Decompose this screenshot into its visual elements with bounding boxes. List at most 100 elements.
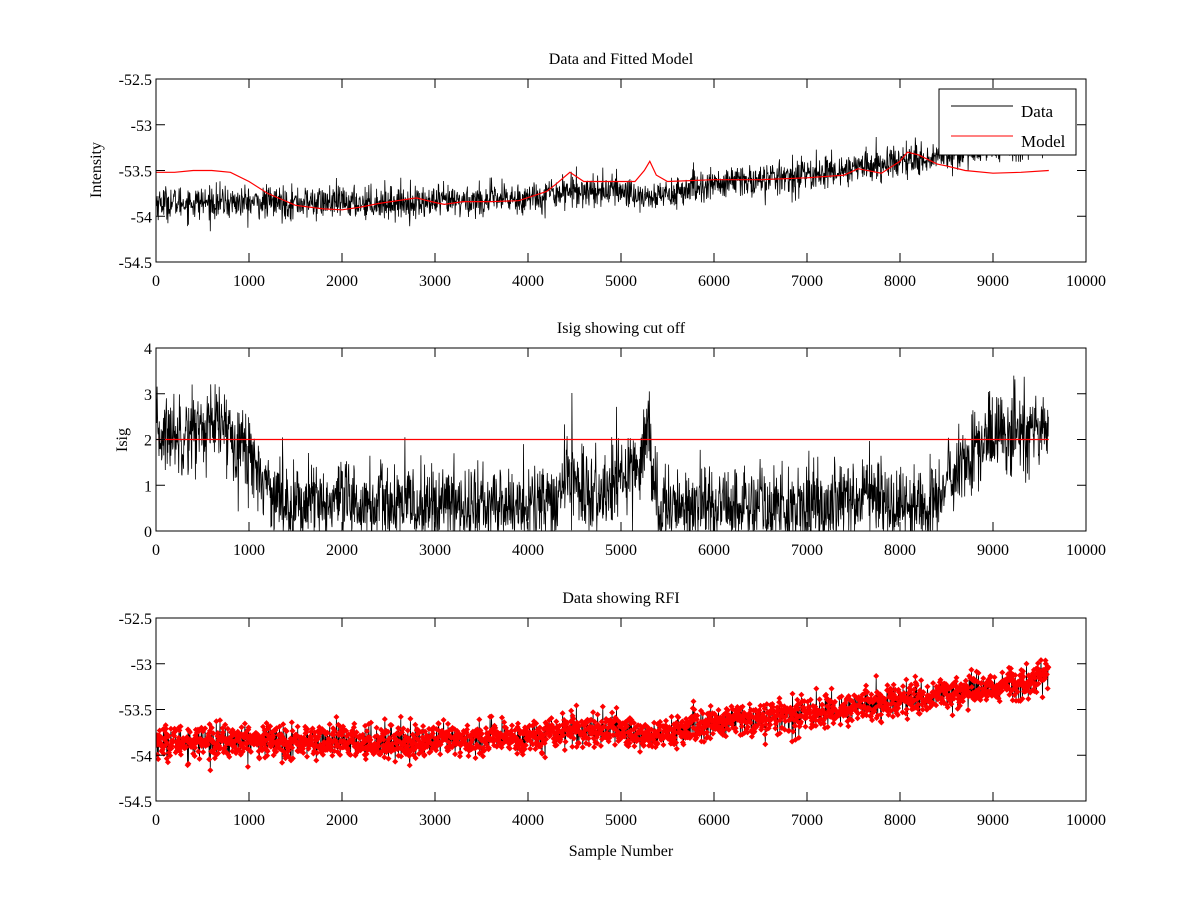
data-point-marker [1020, 668, 1027, 675]
data-point-marker [206, 756, 213, 763]
data-point-marker [264, 752, 271, 759]
data-point-marker [968, 684, 975, 690]
data-point-marker [244, 763, 251, 770]
x-tick-label: 3000 [419, 812, 451, 829]
x-tick-label: 1000 [233, 273, 265, 290]
data-point-marker [522, 742, 529, 749]
data-point-marker [304, 753, 310, 760]
legend-label-model: Model [1021, 132, 1066, 151]
x-tick-label: 2000 [326, 812, 358, 829]
x-tick-label: 7000 [791, 273, 823, 290]
data-point-marker [192, 744, 199, 751]
data-point-marker [776, 695, 783, 702]
data-point-marker [406, 752, 413, 759]
data-point-marker [506, 736, 513, 743]
data-point-marker [392, 758, 399, 765]
data-point-marker [950, 695, 957, 702]
data-point-marker [812, 703, 819, 710]
data-point-marker [445, 747, 452, 754]
data-point-marker [515, 720, 521, 727]
data-point-marker [916, 710, 923, 717]
data-point-marker [156, 756, 162, 763]
data-point-marker [481, 747, 488, 754]
y-tick-label: -54 [131, 748, 152, 765]
data-point-marker [668, 713, 675, 720]
data-point-marker [690, 698, 697, 705]
data-point-marker [569, 743, 576, 750]
data-point-marker [884, 682, 891, 689]
data-point-marker [904, 716, 911, 722]
data-point-marker [400, 725, 407, 732]
data-point-marker [599, 703, 606, 710]
data-point-marker [353, 729, 360, 736]
data-point-marker [289, 727, 296, 734]
data-point-marker [901, 690, 908, 697]
data-point-marker [1035, 680, 1042, 687]
y-tick-label: -52.5 [119, 611, 152, 628]
data-point-marker [624, 723, 630, 730]
data-point-marker [404, 727, 411, 734]
data-point-marker [637, 748, 643, 755]
data-point-marker [621, 733, 628, 740]
data-point-marker [1033, 689, 1040, 696]
data-point-marker [208, 724, 215, 731]
data-point-marker [991, 674, 998, 681]
data-point-marker [845, 723, 852, 730]
y-tick-label: 1 [144, 478, 152, 495]
y-tick-label: 4 [144, 341, 152, 358]
data-point-marker [177, 751, 184, 758]
data-point-marker [163, 725, 169, 732]
data-point-marker [313, 757, 320, 764]
data-point-marker [824, 724, 831, 730]
x-tick-label: 5000 [605, 273, 637, 290]
data-point-marker [177, 723, 184, 730]
data-point-marker [813, 685, 820, 692]
data-point-marker [373, 724, 380, 731]
data-point-marker [388, 722, 395, 729]
data-point-marker [976, 685, 983, 692]
data-point-marker [172, 726, 179, 733]
data-point-marker [919, 706, 926, 713]
data-point-marker [304, 726, 311, 733]
data-point-marker [878, 719, 885, 726]
plot-data-showing-rfi: Data showing RFI Sample Number 0 1000 2000… [119, 590, 1106, 860]
data-point-marker [562, 738, 569, 745]
data-point-marker [894, 711, 901, 718]
data-point-marker [283, 728, 290, 735]
data-point-marker [349, 736, 356, 743]
data-point-marker [519, 751, 526, 758]
data-point-marker [776, 730, 783, 737]
data-point-marker [913, 682, 920, 689]
data-point-marker [270, 732, 277, 739]
data-point-marker [488, 713, 495, 720]
data-point-marker [202, 725, 209, 732]
x-tick-label: 8000 [884, 273, 916, 290]
data-point-marker [594, 740, 601, 747]
data-point-marker [568, 707, 575, 714]
data-point-marker [483, 725, 489, 732]
data-point-marker [464, 726, 470, 733]
y-tick-label: -52.5 [119, 72, 152, 89]
x-tick-label: 6000 [698, 273, 730, 290]
y-tick-label: 2 [144, 433, 152, 450]
data-point-marker [752, 706, 759, 713]
data-point-marker [347, 751, 354, 758]
data-point-marker [968, 666, 975, 673]
x-tick-label: 10000 [1066, 812, 1106, 829]
data-point-marker [343, 727, 350, 734]
data-point-marker [267, 723, 274, 730]
data-point-marker [930, 680, 937, 687]
x-tick-label: 6000 [698, 542, 730, 559]
x-tick-label: 5000 [605, 812, 637, 829]
data-point-marker [245, 724, 252, 731]
legend: Data Model [938, 88, 1077, 156]
data-point-marker [196, 755, 203, 762]
x-tick-label: 7000 [791, 542, 823, 559]
data-point-marker [920, 689, 927, 696]
data-point-marker [962, 677, 969, 684]
data-point-marker [445, 720, 451, 727]
data-point-marker [329, 752, 336, 759]
series-line-model [156, 151, 1049, 211]
data-point-marker [609, 709, 616, 716]
data-point-marker [270, 752, 277, 759]
